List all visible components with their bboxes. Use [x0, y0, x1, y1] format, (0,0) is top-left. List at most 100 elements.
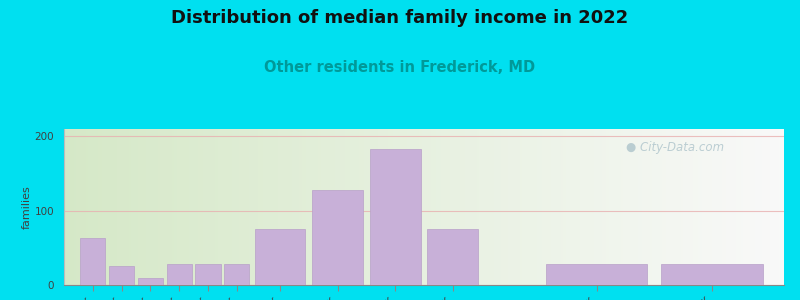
Bar — [410, 129, 412, 285]
Bar — [230, 129, 232, 285]
Bar — [256, 129, 258, 285]
Bar — [201, 129, 203, 285]
Bar — [707, 129, 710, 285]
Bar — [441, 129, 443, 285]
Bar — [750, 129, 753, 285]
Bar — [640, 129, 642, 285]
Bar — [736, 129, 738, 285]
Bar — [520, 129, 522, 285]
Bar — [311, 129, 314, 285]
Bar — [645, 129, 647, 285]
Bar — [129, 129, 131, 285]
Bar — [717, 129, 719, 285]
Bar — [460, 129, 462, 285]
Bar — [690, 129, 693, 285]
Bar — [107, 129, 110, 285]
Bar — [743, 129, 746, 285]
Bar — [738, 129, 741, 285]
Bar — [304, 129, 306, 285]
Bar — [309, 129, 311, 285]
Bar — [616, 129, 618, 285]
Bar — [266, 129, 268, 285]
Bar — [88, 129, 90, 285]
Bar — [321, 129, 323, 285]
Bar — [681, 129, 683, 285]
Bar — [90, 129, 93, 285]
Bar — [498, 129, 501, 285]
Bar — [71, 129, 74, 285]
Bar — [314, 129, 316, 285]
Bar — [599, 129, 602, 285]
Bar — [64, 129, 66, 285]
Bar — [359, 129, 362, 285]
Bar — [302, 129, 304, 285]
Bar — [609, 129, 611, 285]
Bar — [570, 129, 573, 285]
Bar — [760, 129, 762, 285]
Bar — [448, 129, 450, 285]
Bar — [182, 129, 184, 285]
Bar — [232, 129, 234, 285]
Bar — [138, 129, 141, 285]
Bar — [662, 264, 762, 285]
Bar — [474, 129, 477, 285]
Bar — [467, 129, 470, 285]
Bar — [400, 129, 402, 285]
Bar — [378, 129, 381, 285]
Bar — [194, 129, 196, 285]
Bar — [419, 129, 422, 285]
Bar — [143, 129, 146, 285]
Bar — [268, 129, 270, 285]
Bar — [150, 129, 153, 285]
Bar — [486, 129, 489, 285]
Bar — [782, 129, 784, 285]
Bar — [297, 129, 299, 285]
Bar — [124, 129, 126, 285]
Bar — [402, 129, 405, 285]
Bar — [710, 129, 712, 285]
Bar — [597, 129, 599, 285]
Bar — [741, 129, 743, 285]
Bar — [338, 129, 340, 285]
Bar — [566, 129, 568, 285]
Bar — [244, 129, 246, 285]
Bar — [285, 129, 287, 285]
Bar — [109, 266, 134, 285]
Bar — [482, 129, 484, 285]
Bar — [422, 129, 424, 285]
Bar — [527, 129, 530, 285]
Bar — [683, 129, 686, 285]
Bar — [561, 129, 563, 285]
Bar — [700, 129, 702, 285]
Bar — [501, 129, 503, 285]
Bar — [114, 129, 117, 285]
Bar — [167, 129, 170, 285]
Bar — [438, 129, 441, 285]
Bar — [376, 129, 378, 285]
Bar — [388, 129, 390, 285]
Bar — [249, 129, 251, 285]
Bar — [390, 129, 393, 285]
Bar — [323, 129, 326, 285]
Bar — [275, 129, 278, 285]
Bar — [153, 129, 155, 285]
Bar — [537, 129, 539, 285]
Bar — [503, 129, 506, 285]
Bar — [450, 129, 453, 285]
Bar — [93, 129, 95, 285]
Bar — [434, 129, 436, 285]
Bar — [630, 129, 633, 285]
Bar — [532, 129, 534, 285]
Bar — [592, 129, 594, 285]
Bar — [381, 129, 383, 285]
Bar — [126, 129, 129, 285]
Bar — [102, 129, 105, 285]
Bar — [688, 129, 690, 285]
Bar — [746, 129, 748, 285]
Bar — [602, 129, 604, 285]
Bar — [753, 129, 755, 285]
Bar — [172, 129, 174, 285]
Bar — [431, 129, 434, 285]
Bar — [263, 129, 266, 285]
Bar — [191, 129, 194, 285]
